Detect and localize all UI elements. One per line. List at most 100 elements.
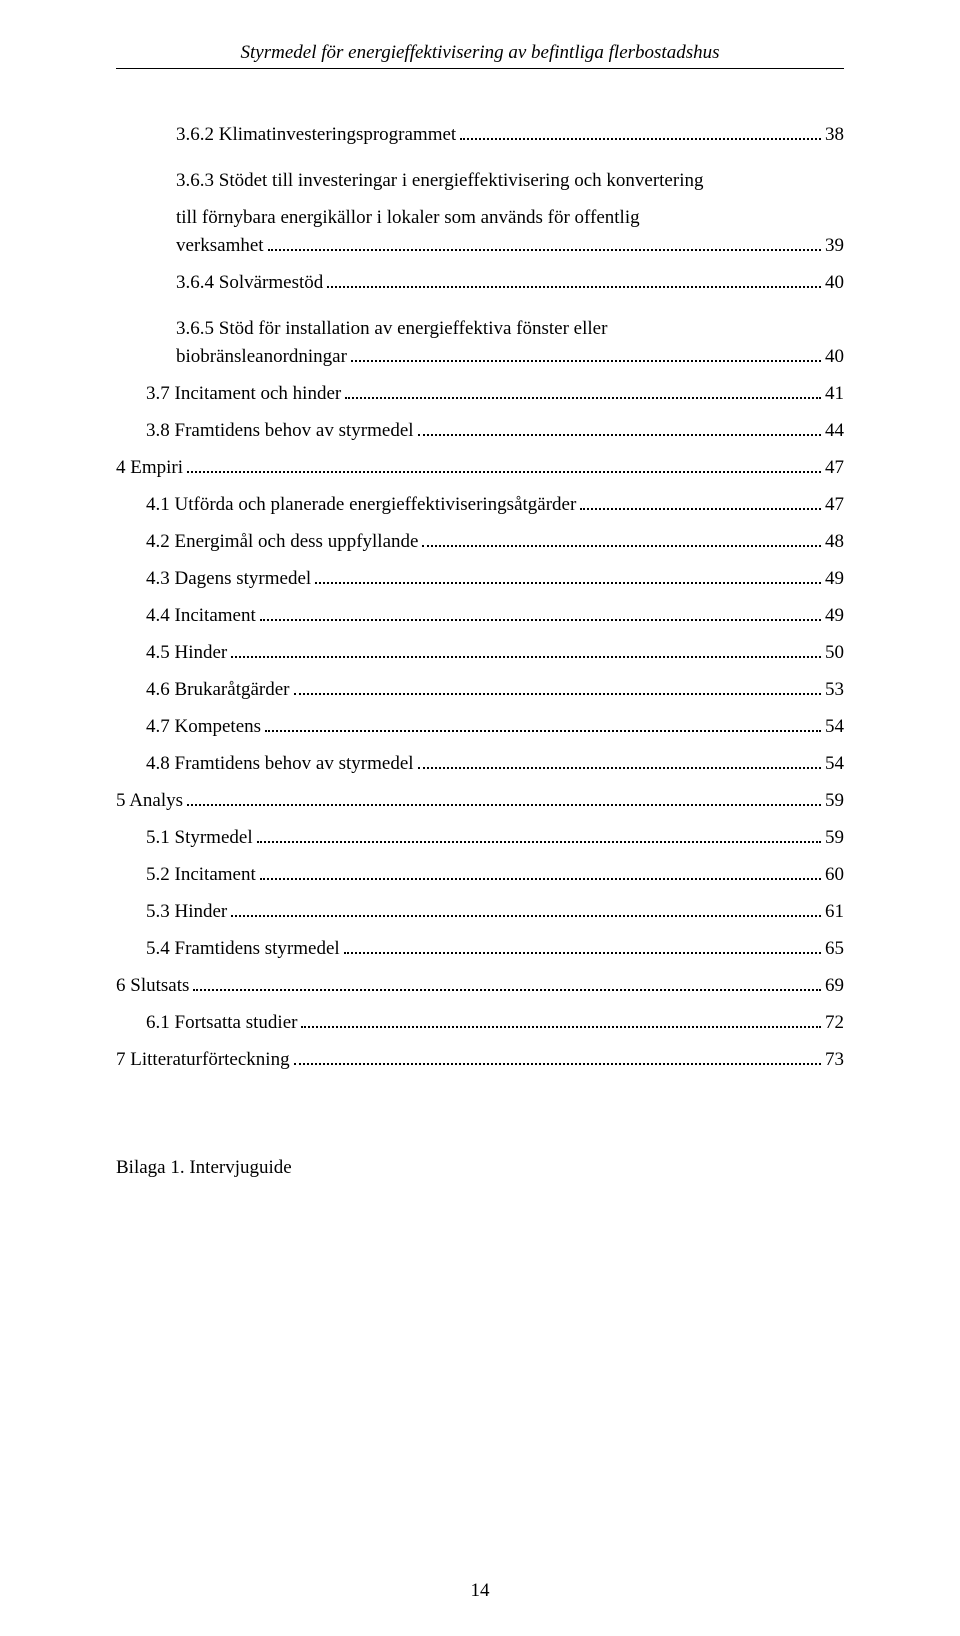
toc-label: 7 Litteraturförteckning — [116, 1050, 290, 1069]
toc-page: 69 — [825, 976, 844, 995]
toc-page: 40 — [825, 347, 844, 366]
toc-page: 61 — [825, 902, 844, 921]
toc-leader — [231, 915, 821, 917]
toc-page: 59 — [825, 828, 844, 847]
toc-entry: 6.1 Fortsatta studier 72 — [116, 1013, 844, 1032]
toc-label: 5.1 Styrmedel — [146, 828, 253, 847]
toc-label: verksamhet — [176, 236, 264, 255]
toc-leader — [580, 508, 821, 510]
toc-entry: 4.1 Utförda och planerade energieffektiv… — [116, 495, 844, 514]
toc-page: 41 — [825, 384, 844, 403]
toc-leader — [301, 1026, 821, 1028]
toc-page: 49 — [825, 606, 844, 625]
toc-label-line: till förnybara energikällor i lokaler so… — [176, 199, 844, 236]
toc-page: 40 — [825, 273, 844, 292]
toc-entry: 5.1 Styrmedel 59 — [116, 828, 844, 847]
toc-entry: 4.7 Kompetens 54 — [116, 717, 844, 736]
toc-leader — [260, 878, 821, 880]
toc-label: 3.8 Framtidens behov av styrmedel — [146, 421, 414, 440]
toc-label: 4.1 Utförda och planerade energieffektiv… — [146, 495, 576, 514]
toc-label-line: 3.6.5 Stöd för installation av energieff… — [176, 310, 844, 347]
toc-leader — [193, 989, 821, 991]
toc-page: 39 — [825, 236, 844, 255]
toc-label: 3.7 Incitament och hinder — [146, 384, 341, 403]
toc-entry: 4.4 Incitament 49 — [116, 606, 844, 625]
toc-page: 73 — [825, 1050, 844, 1069]
toc-label: 3.6.4 Solvärmestöd — [176, 273, 323, 292]
toc-label: 4.7 Kompetens — [146, 717, 261, 736]
toc-leader — [315, 582, 821, 584]
toc-page: 54 — [825, 754, 844, 773]
toc-leader — [344, 952, 821, 954]
toc-leader — [231, 656, 821, 658]
toc-label: 4.3 Dagens styrmedel — [146, 569, 311, 588]
toc-entry: 3.8 Framtidens behov av styrmedel 44 — [116, 421, 844, 440]
toc-label: 4.6 Brukaråtgärder — [146, 680, 290, 699]
toc-entry: 5.3 Hinder 61 — [116, 902, 844, 921]
toc-page: 47 — [825, 458, 844, 477]
toc-label: 4.2 Energimål och dess uppfyllande — [146, 532, 418, 551]
toc-entry: 4.6 Brukaråtgärder 53 — [116, 680, 844, 699]
toc-entry: 3.6.3 Stödet till investeringar i energi… — [116, 162, 844, 255]
toc-page: 72 — [825, 1013, 844, 1032]
toc-leader — [265, 730, 821, 732]
toc-leader — [260, 619, 821, 621]
toc-page: 47 — [825, 495, 844, 514]
toc-leader — [345, 397, 821, 399]
toc-label: 4.8 Framtidens behov av styrmedel — [146, 754, 414, 773]
page-number: 14 — [0, 1580, 960, 1602]
toc-page: 48 — [825, 532, 844, 551]
toc-page: 60 — [825, 865, 844, 884]
toc-leader — [327, 286, 821, 288]
running-head: Styrmedel för energieffektivisering av b… — [116, 42, 844, 69]
toc-page: 54 — [825, 717, 844, 736]
toc-entry: 5.2 Incitament 60 — [116, 865, 844, 884]
toc-label: 5.2 Incitament — [146, 865, 256, 884]
toc-label-line: 3.6.3 Stödet till investeringar i energi… — [176, 162, 844, 199]
toc-leader — [418, 434, 821, 436]
toc-leader — [268, 249, 821, 251]
toc-label: 5.3 Hinder — [146, 902, 227, 921]
toc-page: 49 — [825, 569, 844, 588]
toc-label: 3.6.2 Klimatinvesteringsprogrammet — [176, 125, 456, 144]
toc-label: 6.1 Fortsatta studier — [146, 1013, 297, 1032]
toc-label: 6 Slutsats — [116, 976, 189, 995]
toc-label: 4.4 Incitament — [146, 606, 256, 625]
toc-leader — [257, 841, 821, 843]
toc-leader — [422, 545, 821, 547]
toc-label: 5 Analys — [116, 791, 183, 810]
toc-page: 38 — [825, 125, 844, 144]
toc-entry: 5 Analys 59 — [116, 791, 844, 810]
toc-label: 4 Empiri — [116, 458, 183, 477]
toc-page: 44 — [825, 421, 844, 440]
toc-entry: 7 Litteraturförteckning 73 — [116, 1050, 844, 1069]
toc-leader — [187, 804, 821, 806]
appendix-line: Bilaga 1. Intervjuguide — [116, 1157, 844, 1179]
toc-label: 4.5 Hinder — [146, 643, 227, 662]
toc-entry: 4 Empiri 47 — [116, 458, 844, 477]
toc-entry: 3.6.4 Solvärmestöd 40 — [116, 273, 844, 292]
toc-label: biobränsleanordningar — [176, 347, 347, 366]
toc-entry: 4.5 Hinder 50 — [116, 643, 844, 662]
toc-leader — [418, 767, 821, 769]
document-page: Styrmedel för energieffektivisering av b… — [0, 0, 960, 1636]
toc-entry: 6 Slutsats 69 — [116, 976, 844, 995]
toc-entry: 3.6.5 Stöd för installation av energieff… — [116, 310, 844, 366]
toc-entry: 3.7 Incitament och hinder 41 — [116, 384, 844, 403]
toc-leader — [294, 693, 822, 695]
table-of-contents: 3.6.2 Klimatinvesteringsprogrammet383.6.… — [116, 125, 844, 1069]
toc-leader — [351, 360, 821, 362]
toc-page: 53 — [825, 680, 844, 699]
toc-entry: 4.2 Energimål och dess uppfyllande 48 — [116, 532, 844, 551]
toc-leader — [460, 138, 821, 140]
toc-entry: 3.6.2 Klimatinvesteringsprogrammet 38 — [116, 125, 844, 144]
toc-leader — [187, 471, 821, 473]
toc-page: 50 — [825, 643, 844, 662]
toc-entry: 4.3 Dagens styrmedel 49 — [116, 569, 844, 588]
toc-leader — [294, 1063, 821, 1065]
toc-entry: 5.4 Framtidens styrmedel 65 — [116, 939, 844, 958]
toc-page: 59 — [825, 791, 844, 810]
toc-page: 65 — [825, 939, 844, 958]
toc-entry: 4.8 Framtidens behov av styrmedel 54 — [116, 754, 844, 773]
toc-label: 5.4 Framtidens styrmedel — [146, 939, 340, 958]
